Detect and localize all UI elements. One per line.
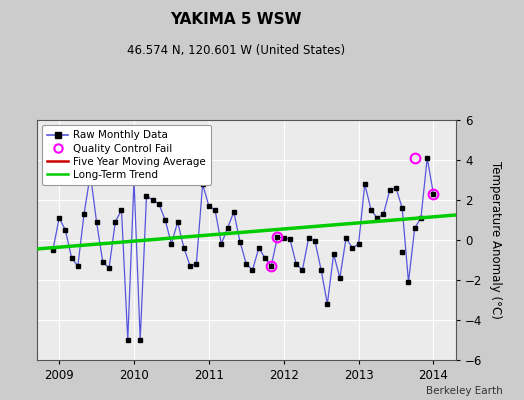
Text: Berkeley Earth: Berkeley Earth <box>427 386 503 396</box>
Text: 46.574 N, 120.601 W (United States): 46.574 N, 120.601 W (United States) <box>127 44 345 57</box>
Legend: Raw Monthly Data, Quality Control Fail, Five Year Moving Average, Long-Term Tren: Raw Monthly Data, Quality Control Fail, … <box>42 125 211 185</box>
Y-axis label: Temperature Anomaly (°C): Temperature Anomaly (°C) <box>489 161 501 319</box>
Text: YAKIMA 5 WSW: YAKIMA 5 WSW <box>170 12 301 27</box>
